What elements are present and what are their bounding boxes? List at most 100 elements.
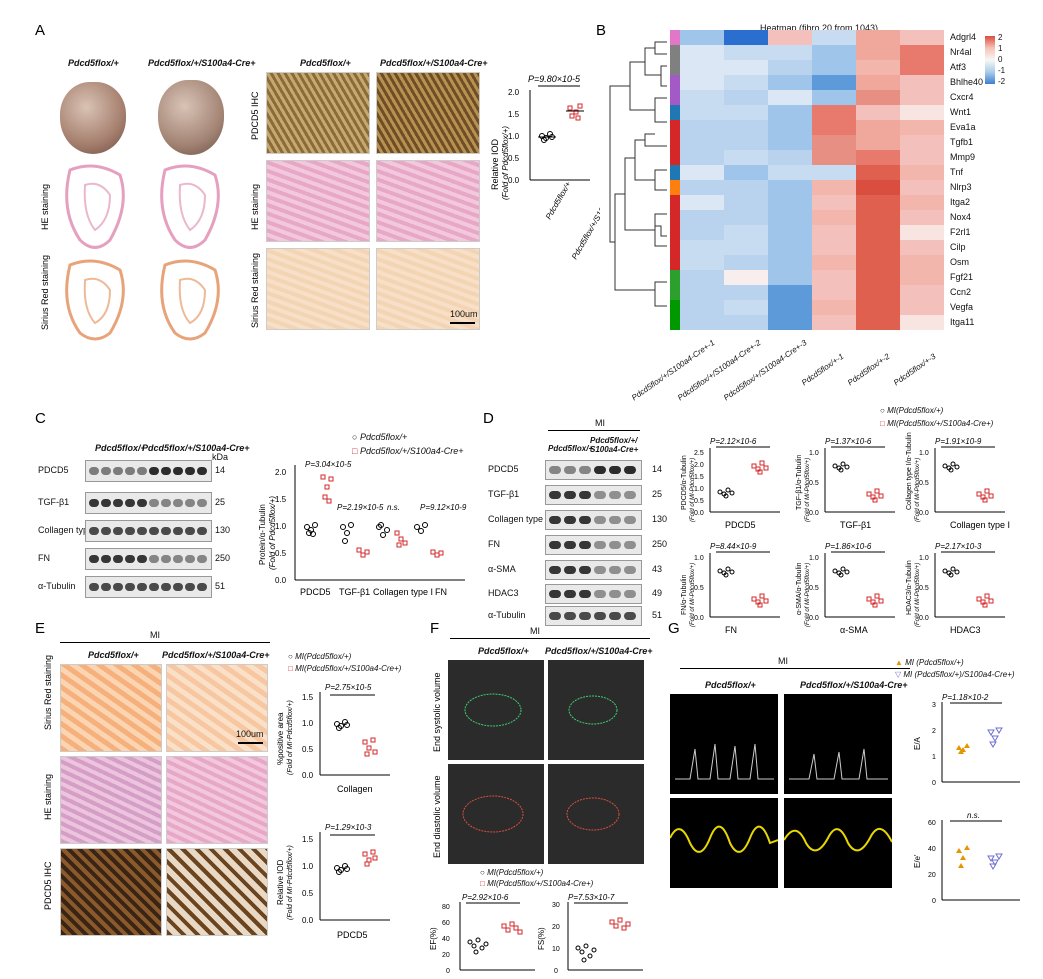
blot-band	[609, 516, 621, 524]
blot-kda: 51	[652, 610, 663, 620]
ko-point	[878, 493, 884, 499]
heatmap-cell	[856, 30, 900, 45]
heatmap-side-color	[670, 165, 680, 180]
heatmap-side-color	[670, 180, 680, 195]
control-point	[948, 467, 954, 473]
heatmap-cell	[900, 135, 944, 150]
plot-title: HDAC3	[950, 625, 981, 635]
pvalue: P=2.75×10-5	[325, 683, 372, 692]
heatmap-cell	[768, 90, 812, 105]
plot-title: FN	[725, 625, 737, 635]
heatmap-gene-label: Osm	[950, 257, 969, 267]
heatmap-cell	[768, 285, 812, 300]
heatmap-cell	[812, 105, 856, 120]
ko-point	[984, 593, 990, 599]
heatmap-side-color	[670, 195, 680, 210]
heatmap-cell	[724, 210, 768, 225]
blot-band	[564, 491, 576, 499]
xcat: PDCD5	[300, 587, 331, 597]
heatmap-cell	[812, 270, 856, 285]
heatmap-gene-label: Wnt1	[950, 107, 972, 117]
panel-e-plot1: P=2.75×10-5 0.0 0.5 1.0 1.5 %positive ar…	[276, 683, 390, 794]
heatmap-cell	[900, 165, 944, 180]
pvalue: P=1.91×10-9	[935, 437, 982, 446]
blot-band	[594, 590, 606, 598]
panel-a-ihc-group2: Pdcd5flox/+/S100a4-Cre+	[380, 58, 488, 68]
blot-band	[624, 612, 636, 620]
ylabel: TGF-β1/α-Tubulin	[796, 455, 803, 510]
heatmap-cell	[680, 45, 724, 60]
heatmap-cell	[900, 300, 944, 315]
blot-band	[149, 555, 159, 563]
scale-bar-e	[238, 742, 263, 744]
heatmap-gene-label: Bhlhe40	[950, 77, 984, 87]
heatmap-gene-label: Itga2	[950, 197, 971, 207]
dendrogram	[609, 41, 667, 307]
heatmap-cell	[680, 90, 724, 105]
heatmap-cell	[768, 195, 812, 210]
heatmap-cell	[856, 285, 900, 300]
heatmap-cell	[900, 90, 944, 105]
heatmap-gene-label: Ccn2	[950, 287, 972, 297]
blot-band	[125, 499, 135, 507]
blot-band	[137, 555, 147, 563]
heatmap-gene-label: Eva1a	[950, 122, 976, 132]
heatmap-cell	[724, 255, 768, 270]
heart-image-control	[60, 82, 126, 154]
panel-a-letter: A	[35, 22, 46, 39]
panel-c-ylabel2: (Fold of Pdcd5flox/+)	[268, 496, 277, 570]
panel-f-row: End diastolic volume	[432, 775, 442, 858]
blot-band	[624, 541, 636, 549]
control-point	[950, 566, 956, 572]
panel-a-xcat-2: Pdcd5flox/+/S100a4-Cre+	[570, 176, 600, 261]
heatmap-gene-label: Mmp9	[950, 152, 976, 162]
heatmap-cell	[812, 315, 856, 330]
heatmap-gene-label: Nr4al	[950, 47, 972, 57]
ylabel2: (Fold of MI-Pdcd5flox/+)	[805, 458, 811, 522]
blot-strip	[545, 535, 642, 555]
panel-d-header: MI	[595, 418, 605, 428]
plot-title: Collagen	[337, 784, 373, 794]
e-sirius-ko	[166, 664, 268, 752]
blot-band	[101, 555, 111, 563]
heatmap-cell	[856, 120, 900, 135]
heatmap-cell	[856, 165, 900, 180]
legend-tick: 0	[998, 55, 1003, 64]
panel-f-ef-plot: P=2.92×10-6 0 20 40 60 80 EF(%)	[430, 893, 535, 975]
panel-a-group2: Pdcd5flox/+/S100a4-Cre+	[148, 58, 256, 68]
ytick: 1.0	[694, 555, 704, 562]
ko-point	[759, 593, 765, 599]
blot-band	[89, 583, 99, 591]
blot-label: FN	[38, 553, 50, 563]
blot-band	[549, 491, 561, 499]
heatmap-side-color	[670, 135, 680, 150]
sirius-heart-section-control	[55, 255, 133, 345]
pvalue: P=1.37×10-6	[825, 437, 872, 446]
control-point	[725, 566, 731, 572]
sample-label: Pdcd5flox/+/S100a4-Cre+-3	[722, 338, 809, 403]
heatmap-cell	[900, 285, 944, 300]
blot-kda: 250	[215, 553, 231, 563]
panel-e-header: MI	[150, 630, 160, 640]
blot-band	[113, 527, 123, 535]
heatmap-cell	[856, 255, 900, 270]
heatmap-cell	[856, 45, 900, 60]
panel-e-group1: Pdcd5flox/+	[88, 650, 139, 660]
blot-band	[149, 583, 159, 591]
ytick: 1.0	[809, 450, 819, 457]
ko-point	[751, 596, 757, 602]
heatmap-cell	[812, 30, 856, 45]
heatmap-cell	[856, 300, 900, 315]
panel-c-ylabel: Protein/α-Tubulin	[258, 504, 267, 565]
heatmap-cell	[680, 75, 724, 90]
blot-label: α-Tubulin	[488, 610, 526, 620]
panel-d-group1: Pdcd5flox/+	[548, 444, 594, 453]
blot-band	[161, 499, 171, 507]
ytick: 0.0	[508, 176, 520, 185]
heatmap-cell	[724, 240, 768, 255]
panel-e-legend-1: ○ MI(Pdcd5flox/+)	[288, 652, 352, 661]
heatmap-cell	[856, 315, 900, 330]
ytick: 0.0	[809, 510, 819, 517]
ytick: 0.0	[694, 510, 704, 517]
tissue-doppler-ko	[783, 798, 893, 888]
